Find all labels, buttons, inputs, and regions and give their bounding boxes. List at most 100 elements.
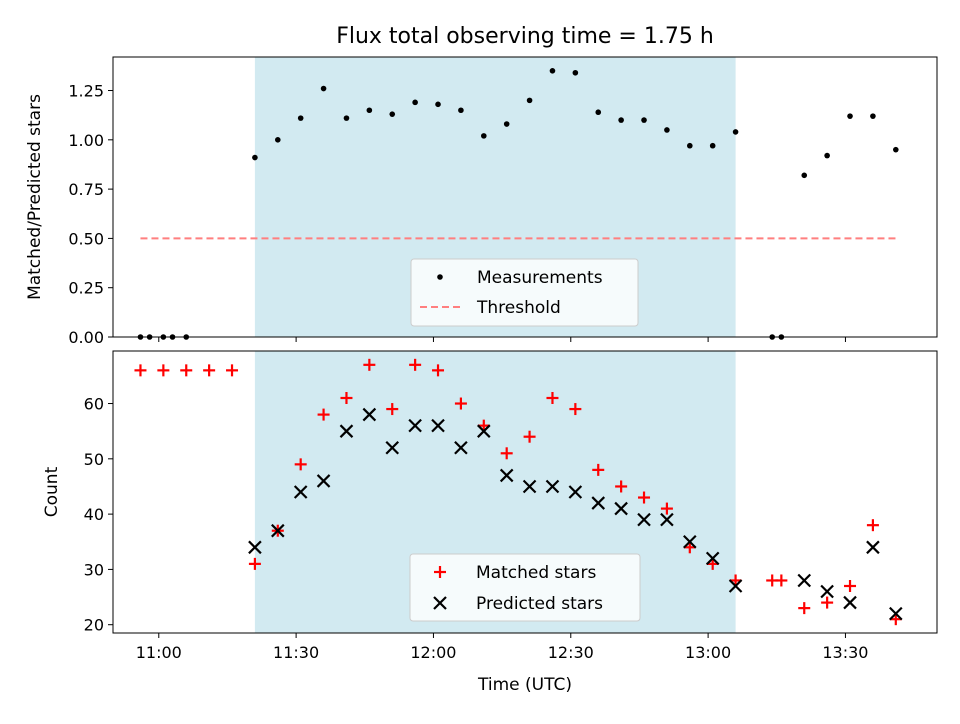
measurement-point xyxy=(297,115,304,121)
top-frame xyxy=(112,56,938,338)
chart-title: Flux total observing time = 1.75 h xyxy=(336,24,714,49)
measurement-point xyxy=(503,121,510,127)
matched-point xyxy=(775,574,788,587)
predicted-point xyxy=(889,606,903,621)
legend-measurements-label: Measurements xyxy=(477,268,603,288)
bottom-y-axis: 20 30 40 50 60 xyxy=(84,395,113,635)
measurement-point xyxy=(412,99,418,106)
bottom-panel: 20 30 40 50 60 11:00 11:30 12:00 12:30 13:00 13:3… xyxy=(42,350,938,695)
predicted-point xyxy=(454,440,468,455)
matched-point xyxy=(203,364,216,377)
measurement-point xyxy=(870,113,876,119)
y-tick-label: 0.00 xyxy=(68,328,104,347)
predicted-point xyxy=(522,479,537,494)
matched-point xyxy=(798,602,811,615)
predicted-point xyxy=(431,418,445,433)
x-tick-label: 11:30 xyxy=(273,643,319,662)
measurement-point xyxy=(526,97,533,104)
x-tick-label: 11:00 xyxy=(136,643,182,662)
predicted-point xyxy=(545,479,560,494)
bottom-ylabel: Count xyxy=(42,466,62,517)
bottom-legend: Matched stars Predicted stars xyxy=(409,553,641,622)
matched-point xyxy=(569,403,582,416)
measurement-point xyxy=(595,109,602,116)
bottom-xlabel: Time (UTC) xyxy=(477,675,572,695)
matched-point xyxy=(180,364,193,377)
measurement-point xyxy=(687,142,693,149)
matched-point xyxy=(317,408,330,421)
measurement-point xyxy=(366,107,373,114)
predicted-point xyxy=(362,407,377,422)
predicted-point xyxy=(705,551,720,566)
predicted-point xyxy=(820,584,834,599)
measurement-point xyxy=(481,133,487,139)
matched-point xyxy=(500,447,513,460)
y-tick-label: 40 xyxy=(84,505,104,524)
matched-point xyxy=(226,364,239,377)
bottom-marks xyxy=(134,358,903,626)
measurement-point xyxy=(732,129,739,135)
top-panel: 0.00 0.25 0.50 0.75 1.00 1.25 Matched/Predict… xyxy=(25,56,938,347)
legend-matched-marker xyxy=(434,566,446,578)
top-x-axis xyxy=(158,337,846,342)
top-legend-box xyxy=(410,258,639,327)
measurement-point xyxy=(641,117,647,123)
matched-point xyxy=(660,502,673,515)
matched-point xyxy=(157,364,170,377)
predicted-point xyxy=(316,474,331,488)
measurement-point xyxy=(572,69,579,76)
matched-point xyxy=(821,596,834,609)
measurement-point xyxy=(549,68,556,74)
x-tick-label: 12:30 xyxy=(548,643,594,662)
matched-point xyxy=(294,458,307,471)
matched-point xyxy=(340,392,353,404)
measurement-point xyxy=(389,111,396,117)
y-tick-label: 0.75 xyxy=(68,180,104,199)
legend-measurements-marker xyxy=(437,274,443,280)
measurement-point xyxy=(618,117,624,123)
predicted-point xyxy=(568,485,583,499)
predicted-point xyxy=(477,424,491,438)
legend-predicted-marker xyxy=(433,596,447,610)
matched-point xyxy=(844,580,857,592)
bottom-x-axis: 11:00 11:30 12:00 12:30 13:00 13:30 xyxy=(136,633,868,662)
predicted-point xyxy=(385,440,400,455)
matched-point xyxy=(248,557,261,570)
matched-point xyxy=(638,491,651,504)
legend-matched-label: Matched stars xyxy=(476,563,596,583)
y-tick-label: 0.25 xyxy=(68,279,104,298)
predicted-point xyxy=(728,579,743,593)
matched-point xyxy=(134,364,147,377)
measurement-point xyxy=(252,154,258,161)
matched-point xyxy=(386,403,399,416)
top-legend: Measurements Threshold xyxy=(410,258,639,327)
measurement-point xyxy=(458,107,464,114)
x-tick-label: 12:00 xyxy=(410,643,456,662)
predicted-point xyxy=(660,512,674,527)
measurement-point xyxy=(801,172,808,179)
y-tick-label: 0.50 xyxy=(68,229,104,248)
x-tick-label: 13:30 xyxy=(822,643,868,662)
x-tick-label: 13:00 xyxy=(685,643,731,662)
legend-threshold-label: Threshold xyxy=(476,298,561,318)
y-tick-label: 20 xyxy=(84,616,104,635)
matched-point xyxy=(866,519,879,532)
predicted-point xyxy=(293,485,308,499)
predicted-point xyxy=(408,418,422,433)
matched-point xyxy=(615,480,628,493)
predicted-point xyxy=(683,534,697,549)
legend-predicted-label: Predicted stars xyxy=(476,594,603,614)
bottom-frame xyxy=(112,350,938,634)
y-tick-label: 60 xyxy=(84,395,104,414)
predicted-point xyxy=(339,424,354,438)
predicted-point xyxy=(591,496,606,510)
measurement-point xyxy=(893,146,899,153)
bottom-legend-box xyxy=(409,553,641,622)
predicted-point xyxy=(797,573,812,588)
y-tick-label: 30 xyxy=(84,560,104,579)
y-tick-label: 1.00 xyxy=(68,131,104,150)
matched-point xyxy=(432,364,445,377)
measurement-point xyxy=(664,127,670,133)
matched-point xyxy=(409,358,422,371)
predicted-point xyxy=(614,501,628,516)
